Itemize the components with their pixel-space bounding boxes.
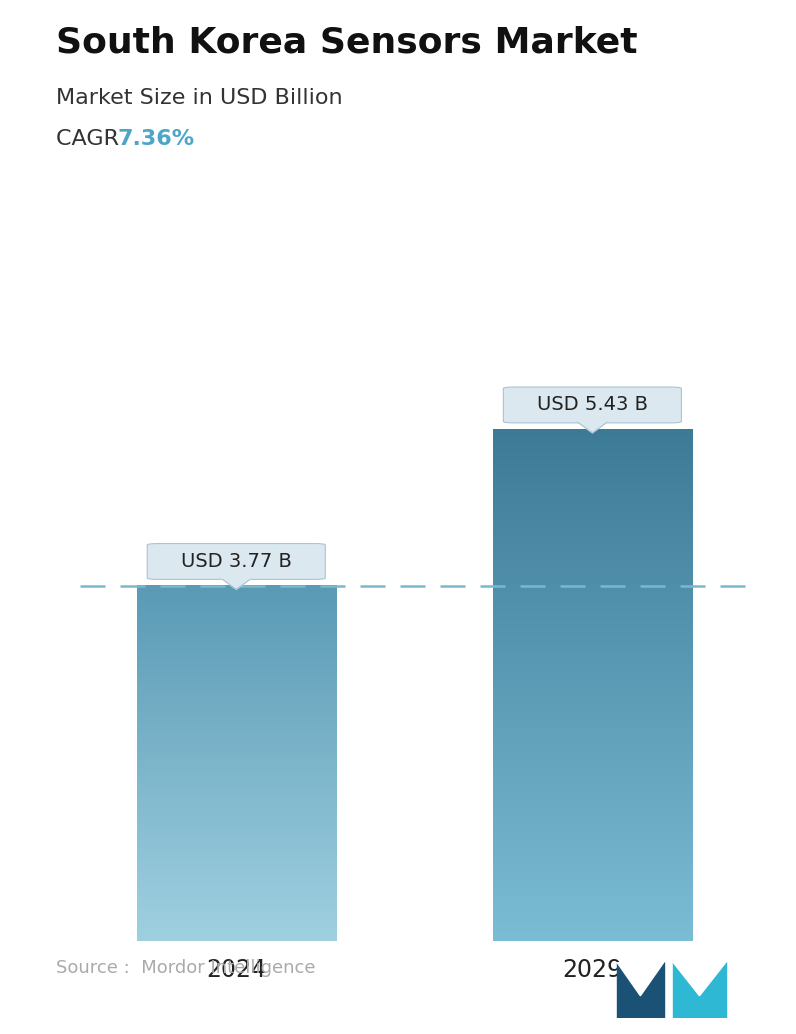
Text: 7.36%: 7.36% [118,129,195,149]
Text: South Korea Sensors Market: South Korea Sensors Market [56,26,638,60]
Polygon shape [577,422,608,433]
FancyBboxPatch shape [147,544,326,579]
Polygon shape [673,962,727,1018]
Polygon shape [220,578,252,589]
Text: Source :  Mordor Intelligence: Source : Mordor Intelligence [56,960,315,977]
Polygon shape [616,962,664,996]
Polygon shape [673,962,727,996]
Text: Market Size in USD Billion: Market Size in USD Billion [56,88,342,108]
Text: CAGR: CAGR [56,129,126,149]
Text: USD 3.77 B: USD 3.77 B [181,552,291,571]
Polygon shape [616,962,664,1018]
Text: USD 5.43 B: USD 5.43 B [537,395,648,415]
FancyBboxPatch shape [503,387,681,423]
